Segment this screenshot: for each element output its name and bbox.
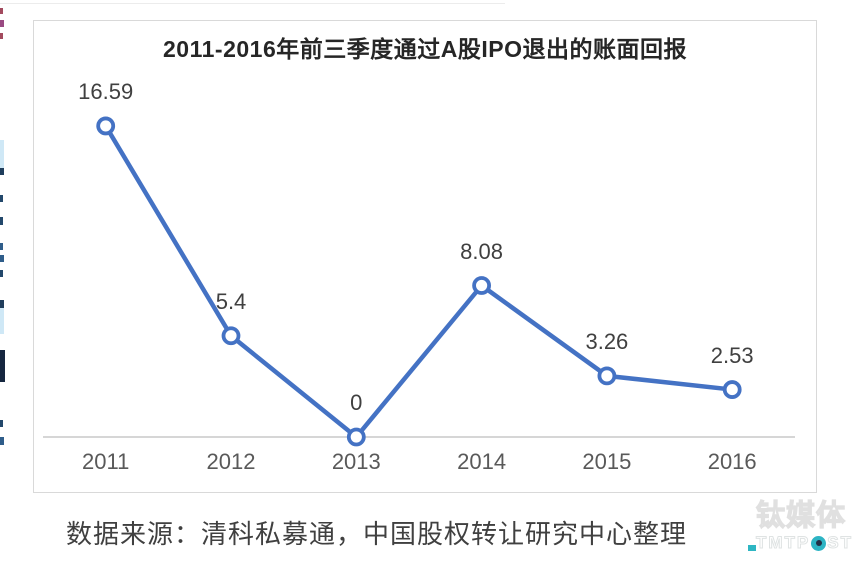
line-chart-plot xyxy=(43,116,795,447)
watermark-latin-right: ST xyxy=(827,533,854,553)
data-point-marker xyxy=(221,326,241,346)
data-point-marker xyxy=(96,116,116,136)
data-point-marker xyxy=(346,427,366,447)
tmtpost-watermark: 钛媒体 TMTP ST xyxy=(755,500,856,553)
clipped-text-fragment xyxy=(0,420,3,427)
series-line xyxy=(103,123,735,440)
data-point-marker xyxy=(597,366,617,386)
clipped-text-fragment xyxy=(0,243,3,250)
clipped-text-fragment xyxy=(0,195,3,202)
clipped-text-fragment xyxy=(0,217,3,225)
chart-title: 2011-2016年前三季度通过A股IPO退出的账面回报 xyxy=(163,36,687,62)
watermark-chinese-text: 钛媒体 xyxy=(755,500,847,532)
clipped-text-fragment xyxy=(0,255,4,262)
clipped-text-fragment xyxy=(0,33,3,39)
watermark-latin-text: TMTP ST xyxy=(755,533,856,553)
clipped-text-fragment xyxy=(0,308,4,334)
clipped-text-fragment xyxy=(748,545,756,551)
clipped-text-fragment xyxy=(0,168,4,175)
clipped-text-fragment xyxy=(0,300,4,308)
data-point-marker xyxy=(472,276,492,295)
tmtpost-o-icon xyxy=(811,535,827,551)
clipped-text-fragment xyxy=(0,8,3,14)
clipped-text-fragment xyxy=(0,140,4,168)
clipped-text-fragment xyxy=(0,270,3,277)
clipped-text-fragment xyxy=(0,20,4,27)
chart-panel: 2011-2016年前三季度通过A股IPO退出的账面回报 16.59 5.4 0 8.… xyxy=(33,20,817,493)
clipped-top-rule xyxy=(0,3,505,4)
data-point-marker xyxy=(722,380,742,399)
clipped-text-fragment xyxy=(0,350,5,382)
watermark-latin-left: TMTP xyxy=(755,533,811,553)
clipped-text-fragment xyxy=(0,437,4,445)
source-note: 数据来源：清科私募通，中国股权转让研究中心整理 xyxy=(66,519,688,549)
